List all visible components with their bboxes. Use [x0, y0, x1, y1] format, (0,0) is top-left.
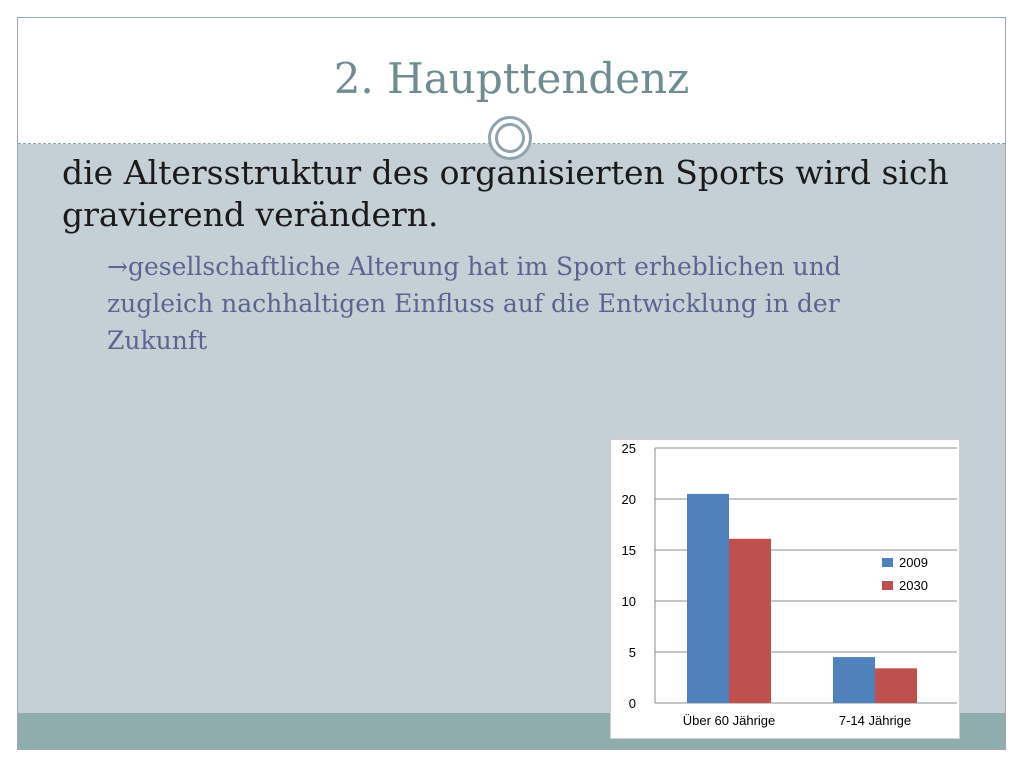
arrow-icon: → [107, 252, 128, 281]
y-tick-label: 5 [629, 645, 636, 660]
legend-swatch [882, 558, 893, 567]
sub-bullet-text: gesellschaftliche Alterung hat im Sport … [107, 252, 841, 355]
main-bullet-text: die Altersstruktur des organisierten Spo… [62, 153, 949, 234]
slide: 2. Haupttendenz die Altersstruktur des o… [17, 17, 1006, 750]
bar-2030 [729, 538, 771, 703]
bar-chart-svg: 0 5 10 15 20 25 Über 60 Jährige 7-14 Jährige 200… [622, 441, 957, 728]
bar-2030 [875, 668, 917, 703]
legend-label: 2030 [899, 578, 928, 593]
divider-ring-icon [488, 116, 532, 160]
slide-title: 2. Haupttendenz [333, 54, 690, 103]
y-tick-label: 15 [622, 543, 636, 558]
x-category-label: 7-14 Jährige [839, 713, 911, 728]
y-tick-label: 20 [622, 492, 636, 507]
legend-swatch [882, 581, 893, 590]
legend-label: 2009 [899, 555, 928, 570]
x-category-label: Über 60 Jährige [683, 713, 776, 728]
bar-2009 [833, 657, 875, 703]
sub-bullet: →gesellschaftliche Alterung hat im Sport… [107, 248, 927, 359]
y-tick-label: 10 [622, 594, 636, 609]
bar-2009 [687, 493, 729, 703]
bar-chart: 0 5 10 15 20 25 Über 60 Jährige 7-14 Jährige 200… [610, 439, 960, 739]
y-tick-label: 25 [622, 441, 636, 456]
y-tick-label: 0 [629, 696, 636, 711]
